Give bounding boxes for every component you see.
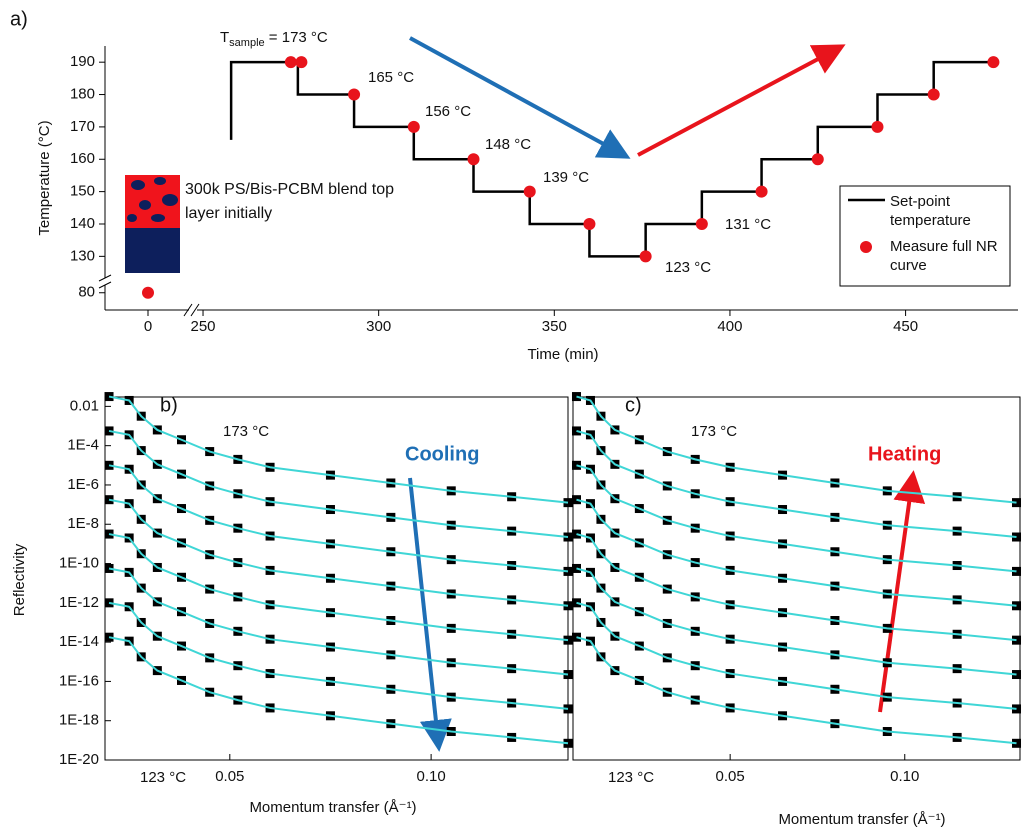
- y-tick-label: 1E-4: [67, 437, 99, 454]
- y-tick-label: 1E-18: [59, 712, 99, 729]
- fit-line: [108, 601, 569, 710]
- measure-point: [871, 120, 884, 133]
- y-tick-label: 0.01: [70, 397, 99, 414]
- y-tick-label: 1E-20: [59, 751, 99, 768]
- fit-line: [576, 498, 1017, 607]
- fit-line: [108, 429, 569, 539]
- y-axis-label: Temperature (°C): [36, 120, 53, 235]
- measure-point: [811, 153, 824, 166]
- measure-point: [583, 217, 596, 230]
- annotation: 165 °C: [368, 69, 414, 86]
- y-tick-label: 1E-6: [67, 476, 99, 493]
- fit-line: [108, 533, 569, 642]
- fit-line: [108, 636, 569, 745]
- x-tick-label: 300: [366, 318, 391, 335]
- annotation: 156 °C: [425, 103, 471, 120]
- measure-point: [987, 56, 1000, 69]
- x-tick-label: 0.10: [890, 768, 919, 785]
- step-line: [229, 60, 994, 258]
- y-tick-label: 130: [70, 247, 95, 264]
- x-tick-label: 350: [542, 318, 567, 335]
- fit-line: [576, 567, 1017, 676]
- y-tick-label: 170: [70, 118, 95, 135]
- plot-frame: [572, 396, 1021, 761]
- x-tick-label: 0.05: [716, 768, 745, 785]
- measure-point: [755, 185, 768, 198]
- annotation: 131 °C: [725, 216, 771, 233]
- y-tick-label: 140: [70, 215, 95, 232]
- fit-line: [576, 429, 1017, 539]
- fit-line: [576, 395, 1017, 504]
- legend-label: Set-point temperature: [890, 193, 971, 229]
- x-axis-label: Momentum transfer (Å⁻¹): [249, 799, 416, 816]
- axis-break: [183, 303, 200, 317]
- x-tick-label: 0: [144, 318, 152, 335]
- y-tick-label: 190: [70, 53, 95, 70]
- y-tick-label: 1E-16: [59, 672, 99, 689]
- annotation: 148 °C: [485, 136, 531, 153]
- x-axis-label: Time (min): [527, 346, 598, 363]
- y-tick-label: 80: [78, 284, 95, 301]
- arrow: [637, 44, 846, 157]
- y-tick-label: 1E-8: [67, 515, 99, 532]
- y-tick-label: 160: [70, 150, 95, 167]
- y-axis-label: Reflectivity: [11, 543, 28, 616]
- annotation: Cooling: [405, 443, 479, 465]
- y-tick-label: 1E-14: [59, 633, 99, 650]
- panel-label: b): [160, 394, 178, 416]
- measure-point: [523, 185, 536, 198]
- y-tick-label: 1E-10: [59, 555, 99, 572]
- legend-box: [839, 185, 1011, 287]
- arrow: [878, 470, 926, 713]
- fit-line: [576, 601, 1017, 710]
- measure-point: [295, 56, 308, 69]
- annotation: 123 °C: [665, 259, 711, 276]
- fit-line: [108, 498, 569, 607]
- panel-label: a): [10, 8, 28, 30]
- measure-point: [467, 153, 480, 166]
- annotation: Tsample = 173 °C: [220, 29, 328, 49]
- measure-point: [348, 88, 361, 101]
- x-tick-label: 400: [717, 318, 742, 335]
- fit-line: [108, 395, 569, 504]
- x-tick-label: 0.05: [215, 768, 244, 785]
- fit-line: [576, 636, 1017, 745]
- plot-frame: [104, 396, 569, 761]
- x-axis-label: Momentum transfer (Å⁻¹): [778, 811, 945, 828]
- measure-point: [407, 120, 420, 133]
- annotation: Heating: [868, 443, 941, 465]
- inset-text: 300k PS/Bis-PCBM blend top layer initial…: [185, 181, 394, 222]
- annotation: 123 °C: [140, 769, 186, 786]
- annotation: 173 °C: [223, 423, 269, 440]
- axis-break: [98, 274, 112, 289]
- measure-point: [142, 286, 154, 299]
- legend-marker: [860, 241, 872, 253]
- x-tick-label: 450: [893, 318, 918, 335]
- arrow: [408, 477, 452, 752]
- annotation: 123 °C: [608, 769, 654, 786]
- x-tick-label: 250: [191, 318, 216, 335]
- x-tick-label: 0.10: [417, 768, 446, 785]
- measure-point: [927, 88, 940, 101]
- annotation: 173 °C: [691, 423, 737, 440]
- y-tick-label: 180: [70, 86, 95, 103]
- measure-point: [639, 250, 652, 263]
- arrow: [409, 36, 631, 159]
- annotation: 139 °C: [543, 169, 589, 186]
- legend-label: Measure full NR curve: [890, 238, 998, 274]
- panel-label: c): [625, 394, 642, 416]
- fit-line: [108, 567, 569, 676]
- measure-point: [284, 56, 297, 69]
- measure-point: [695, 217, 708, 230]
- inset-image: [125, 175, 180, 273]
- fit-line: [108, 464, 569, 573]
- fit-line: [576, 533, 1017, 642]
- fit-line: [576, 464, 1017, 573]
- y-tick-label: 150: [70, 183, 95, 200]
- y-tick-label: 1E-12: [59, 594, 99, 611]
